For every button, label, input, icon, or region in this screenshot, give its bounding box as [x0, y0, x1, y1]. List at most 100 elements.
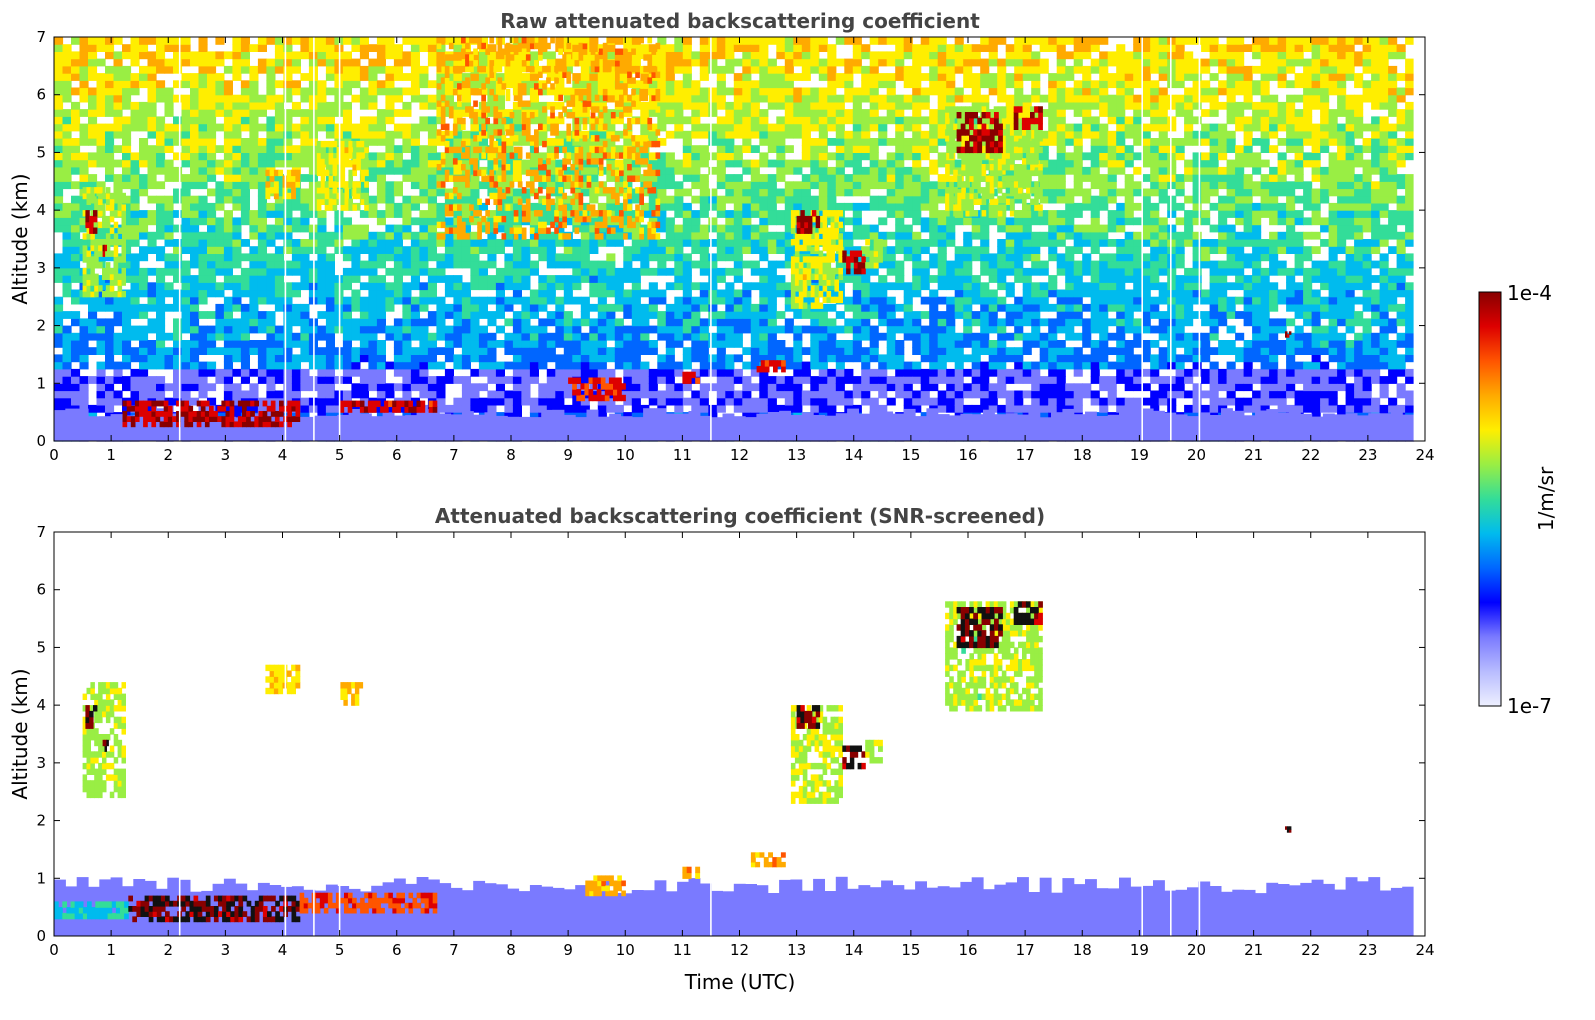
noise-cell — [716, 116, 726, 125]
noise-cell — [920, 311, 930, 319]
noise-cell — [733, 145, 743, 153]
noise-cell — [538, 347, 548, 355]
noise-cell — [657, 44, 667, 52]
noise-cell — [555, 58, 565, 67]
noise-cell — [478, 296, 488, 305]
noise-cell — [597, 101, 607, 110]
noise-cell — [861, 202, 871, 211]
noise-cell — [139, 51, 149, 60]
noise-cell — [818, 130, 828, 139]
noise-cell — [767, 318, 777, 327]
noise-cell — [240, 94, 250, 103]
noise-cell — [861, 188, 871, 197]
noise-cell — [427, 51, 437, 60]
noise-cell — [546, 73, 556, 81]
noise-cell — [181, 318, 191, 327]
noise-cell — [62, 109, 72, 117]
noise-cell — [665, 65, 675, 74]
noise-cell — [733, 80, 743, 89]
noise-cell — [164, 145, 174, 153]
noise-cell — [623, 166, 633, 175]
noise-cell — [283, 152, 293, 161]
noise-cell — [725, 253, 735, 262]
noise-cell — [487, 224, 497, 233]
noise-cell — [716, 361, 726, 370]
noise-cell — [274, 159, 284, 168]
noise-cell — [555, 390, 565, 399]
noise-cell — [240, 289, 250, 298]
noise-cell — [181, 383, 191, 392]
noise-cell — [912, 73, 922, 81]
noise-cell — [555, 224, 565, 233]
noise-cell — [614, 224, 624, 233]
noise-cell — [572, 275, 582, 283]
noise-cell — [122, 166, 132, 175]
noise-cell — [937, 87, 947, 96]
noise-cell — [716, 397, 726, 406]
noise-cell — [895, 239, 905, 247]
noise-cell — [207, 332, 217, 341]
noise-cell — [597, 311, 607, 319]
noise-cell — [929, 210, 939, 218]
noise-cell — [767, 289, 777, 298]
noise-cell — [139, 231, 149, 240]
noise-cell — [283, 260, 293, 269]
noise-cell — [410, 275, 420, 283]
noise-cell — [504, 116, 514, 125]
noise-cell — [198, 73, 208, 81]
noise-cell — [606, 217, 616, 226]
noise-cell — [793, 123, 803, 132]
noise-cell — [342, 368, 352, 377]
noise-cell — [96, 58, 106, 67]
noise-cell — [495, 397, 505, 406]
noise-cell — [606, 354, 616, 363]
noise-cell — [776, 51, 786, 60]
noise-cell — [402, 311, 412, 319]
noise-cell — [240, 217, 250, 226]
noise-cell — [912, 130, 922, 139]
noise-cell — [716, 65, 726, 74]
noise-cell — [946, 318, 956, 327]
noise-cell — [920, 246, 930, 254]
noise-cell — [342, 347, 352, 355]
noise-cell — [784, 404, 794, 413]
noise-cell — [156, 347, 166, 355]
noise-cell — [79, 123, 89, 132]
noise-cell — [283, 210, 293, 218]
noise-cell — [351, 224, 361, 233]
noise-cell — [62, 325, 72, 334]
noise-cell — [699, 340, 709, 348]
noise-cell — [835, 152, 845, 161]
noise-cell — [716, 44, 726, 52]
noise-cell — [631, 239, 641, 247]
noise-cell — [351, 44, 361, 52]
noise-cell — [512, 404, 522, 413]
noise-cell — [733, 303, 743, 312]
noise-cell — [207, 80, 217, 89]
noise-cell — [708, 239, 718, 247]
noise-cell — [920, 58, 930, 67]
noise-cell — [750, 51, 760, 60]
noise-cell — [776, 246, 786, 254]
noise-cell — [300, 123, 310, 132]
noise-cell — [139, 80, 149, 89]
noise-cell — [657, 253, 667, 262]
noise-cell — [699, 152, 709, 161]
noise-cell — [674, 318, 684, 327]
noise-cell — [342, 231, 352, 240]
noise-cell — [895, 267, 905, 276]
noise-cell — [88, 152, 98, 161]
noise-cell — [767, 354, 777, 363]
noise-cell — [317, 231, 327, 240]
noise-cell — [937, 101, 947, 110]
noise-cell — [623, 340, 633, 348]
noise-cell — [682, 260, 692, 269]
noise-cell — [88, 65, 98, 74]
noise-cell — [937, 311, 947, 319]
noise-cell — [300, 239, 310, 247]
noise-cell — [122, 65, 132, 74]
noise-cell — [274, 65, 284, 74]
noise-cell — [597, 188, 607, 197]
noise-cell — [920, 202, 930, 211]
noise-cell — [207, 368, 217, 377]
